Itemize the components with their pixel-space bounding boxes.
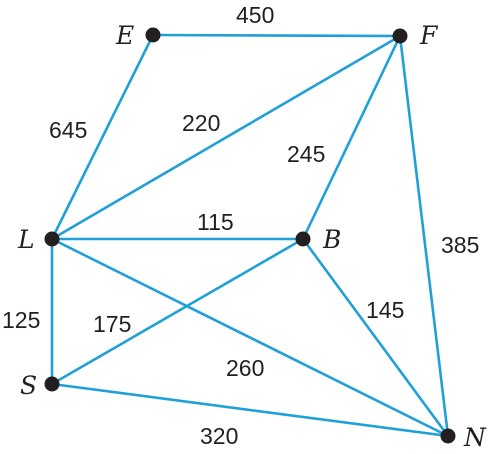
edges [50,33,450,438]
weight-l-n: 260 [226,355,264,381]
edge-b-n [301,237,450,438]
nodes [44,27,456,444]
node-label-l: L [17,225,35,254]
weight-e-l: 645 [49,117,87,143]
node-label-b: B [322,225,341,254]
node-s [44,376,60,392]
node-label-f: F [419,21,439,50]
edge-l-n [50,237,450,438]
edge-l-f [50,34,402,241]
weight-l-b: 115 [197,209,234,235]
node-label-s: S [20,371,37,400]
edge-weights: 450 645 220 245 385 115 125 175 260 145 … [2,2,479,449]
edge-e-l [50,33,155,241]
weight-s-b: 175 [93,311,131,337]
node-label-e: E [115,21,134,50]
node-n [440,428,456,444]
weight-l-f: 220 [182,110,220,136]
edge-b-f [301,34,402,241]
node-e [145,27,161,43]
edge-s-b [50,237,305,386]
node-b [295,231,311,247]
node-f [392,28,408,44]
weight-e-f: 450 [236,2,274,28]
weight-l-s: 125 [2,307,40,333]
edge-f-n [398,34,450,438]
edge-s-n [50,382,450,438]
node-l [44,231,60,247]
edge-e-f [151,33,402,38]
node-label-n: N [463,423,487,452]
weight-b-n: 145 [366,297,404,323]
weight-b-f: 245 [287,141,325,167]
weight-f-n: 385 [441,232,479,258]
weight-s-n: 320 [200,423,238,449]
node-labels: E F L B S N [17,21,487,452]
